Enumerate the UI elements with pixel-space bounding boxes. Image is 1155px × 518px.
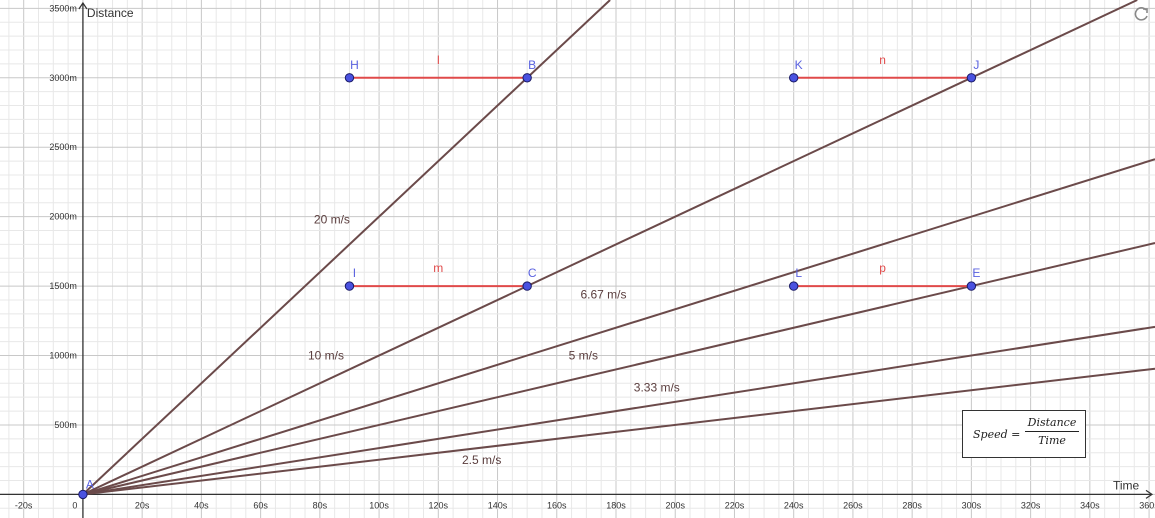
x-tick-label: 40s [194, 500, 209, 510]
point [788, 281, 799, 291]
x-tick-label: -20s [15, 500, 33, 510]
speed-formula-box: Speed = Distance Time [962, 410, 1086, 458]
segment-label: p [879, 261, 886, 275]
x-tick-label: 180s [606, 500, 626, 510]
point [966, 281, 977, 291]
point [788, 73, 799, 83]
x-tick-label: 20s [135, 500, 150, 510]
x-tick-label: 100s [369, 500, 389, 510]
tick-labels: -20s 20s 40s 60s 80s 100s 120s 140s 160s 180s 200s… [15, 3, 1155, 510]
point-label: J [973, 58, 979, 72]
point-label: I [353, 266, 356, 280]
x-tick-label: 140s [488, 500, 508, 510]
segment-label: l [437, 53, 440, 67]
speed-line-label: 2.5 m/s [462, 453, 501, 467]
x-axis-arrow [1145, 489, 1154, 499]
y-tick-label: 1500m [49, 281, 77, 291]
y-tick-label: 1000m [49, 351, 77, 361]
speed-line-label: 20 m/s [314, 213, 350, 227]
segment-label: m [433, 261, 443, 275]
formula-denominator: Time [1038, 434, 1066, 447]
y-tick-label: 3000m [49, 73, 77, 83]
point-label: H [350, 58, 359, 72]
formula-lhs: Speed = [973, 428, 1021, 441]
point-label: K [795, 58, 803, 72]
speed-line-label: 3.33 m/s [634, 381, 680, 395]
point [344, 281, 355, 291]
speed-line [82, 242, 1155, 496]
x-tick-label: 260s [843, 500, 863, 510]
line-labels: 20 m/s 10 m/s 6.67 m/s 5 m/s 3.33 m/s 2.5 m/s [308, 213, 680, 467]
x-tick-label: 280s [902, 500, 922, 510]
x-tick-label: 240s [784, 500, 804, 510]
origin-label: 0 [72, 500, 77, 510]
speed-line-label: 6.67 m/s [580, 288, 626, 302]
formula-fraction: Distance Time [1025, 416, 1079, 447]
y-tick-label: 500m [54, 420, 77, 430]
x-tick-label: 300s [962, 500, 982, 510]
x-tick-label: 60s [253, 500, 268, 510]
y-tick-label: 2500m [49, 142, 77, 152]
x-tick-label: 320s [1021, 500, 1041, 510]
segment-label: n [879, 53, 886, 67]
point [522, 281, 532, 291]
speed-line [82, 158, 1155, 496]
point-label: E [972, 266, 980, 280]
point-label: B [528, 58, 536, 72]
speed-line [82, 0, 611, 496]
point [344, 73, 355, 83]
point [966, 73, 977, 83]
speed-line-label: 10 m/s [308, 349, 344, 363]
y-axis-arrow [78, 1, 88, 10]
x-tick-label: 160s [547, 500, 567, 510]
formula-numerator: Distance [1025, 416, 1079, 432]
point-label: A [86, 477, 94, 491]
segments: l n m p [349, 53, 972, 288]
x-tick-label: 340s [1080, 500, 1100, 510]
speed-line [82, 0, 1138, 496]
x-tick-label: 360s [1139, 500, 1155, 510]
x-tick-label: 220s [725, 500, 745, 510]
point-label: L [795, 266, 802, 280]
points: A H B K J I C L E [78, 58, 980, 500]
y-tick-label: 2000m [49, 212, 77, 222]
x-tick-label: 120s [429, 500, 449, 510]
point [78, 489, 88, 500]
speed-line [82, 367, 1155, 496]
speed-line-label: 5 m/s [569, 349, 598, 363]
y-tick-label: 3500m [49, 3, 77, 13]
speed-lines [82, 0, 1155, 496]
speed-line [82, 325, 1155, 496]
x-axis-label: Time [1113, 478, 1140, 492]
x-tick-label: 80s [313, 500, 328, 510]
point [522, 73, 532, 83]
y-axis-label: Distance [87, 6, 134, 20]
point-label: C [528, 266, 537, 280]
x-tick-label: 200s [665, 500, 685, 510]
reset-view-icon[interactable] [1132, 5, 1150, 23]
